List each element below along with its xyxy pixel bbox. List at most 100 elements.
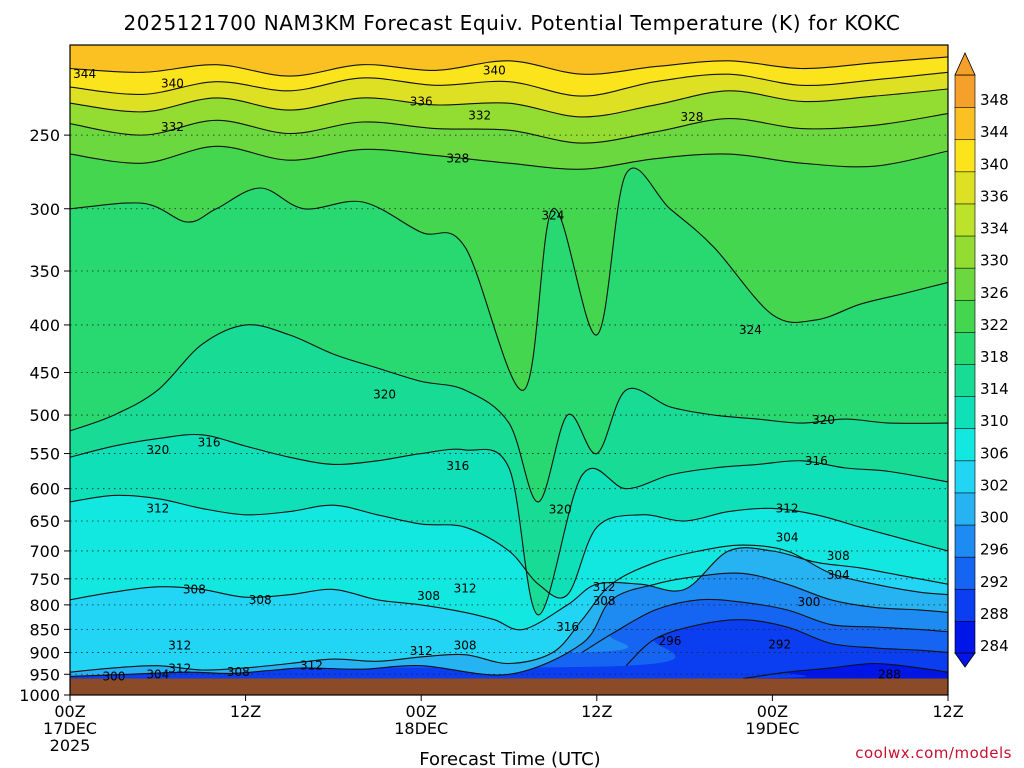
colorbar-swatch bbox=[954, 620, 976, 654]
contour-label: 312 bbox=[146, 501, 169, 515]
colorbar-label: 344 bbox=[980, 123, 1009, 141]
colorbar-swatch bbox=[954, 171, 976, 205]
x-tick-label: 12Z bbox=[932, 702, 963, 721]
y-tick-label: 1000 bbox=[19, 686, 60, 705]
colorbar-swatch bbox=[954, 363, 976, 397]
y-tick-label: 950 bbox=[29, 665, 60, 684]
colorbar-label: 314 bbox=[980, 380, 1009, 398]
colorbar-swatch bbox=[954, 556, 976, 590]
colorbar-swatch bbox=[954, 588, 976, 622]
contour-label: 320 bbox=[549, 503, 572, 517]
contour-label: 316 bbox=[446, 459, 469, 473]
colorbar-swatch bbox=[954, 395, 976, 430]
site-credit[interactable]: coolwx.com/models bbox=[855, 744, 1012, 762]
isotherm-336 bbox=[70, 88, 948, 118]
x-axis-label: Forecast Time (UTC) bbox=[419, 749, 600, 768]
colorbar-bottom-arrow bbox=[954, 652, 976, 668]
contour-label: 300 bbox=[102, 669, 125, 683]
y-tick-label: 850 bbox=[29, 620, 60, 639]
contour-label: 332 bbox=[161, 120, 184, 134]
contour-label: 332 bbox=[468, 108, 491, 122]
contour-label: 316 bbox=[556, 620, 579, 634]
contour-label: 316 bbox=[198, 435, 221, 449]
contour-label: 300 bbox=[798, 595, 821, 609]
isotherm-308 bbox=[70, 547, 948, 631]
x-tick-label: 17DEC bbox=[43, 719, 97, 738]
chart-title: 2025121700 NAM3KM Forecast Equiv. Potent… bbox=[123, 11, 900, 35]
contour-label: 312 bbox=[593, 580, 616, 594]
colorbar-swatch bbox=[954, 267, 976, 301]
contour-label: 316 bbox=[805, 454, 828, 468]
y-tick-label: 450 bbox=[29, 364, 60, 383]
contour-label: 340 bbox=[483, 63, 506, 77]
y-tick-label: 550 bbox=[29, 445, 60, 464]
y-tick-label: 250 bbox=[29, 126, 60, 145]
contour-label: 308 bbox=[593, 594, 616, 608]
isotherm-340 bbox=[70, 71, 948, 97]
contour-label: 312 bbox=[410, 644, 433, 658]
isotherm-344 bbox=[70, 56, 948, 77]
y-tick-label: 650 bbox=[29, 512, 60, 531]
isotherm-328 bbox=[70, 145, 948, 170]
colorbar-swatch bbox=[954, 106, 976, 141]
isotherm-316 bbox=[70, 433, 948, 616]
contour-label: 336 bbox=[410, 94, 433, 108]
contour-label: 320 bbox=[146, 443, 169, 457]
plot-area: 344 340 340 336 332 332 328 328 324 324 320 320 320 3… bbox=[69, 44, 949, 696]
isotherm-320 bbox=[70, 324, 948, 503]
colorbar-label: 300 bbox=[980, 509, 1009, 527]
contour-label: 320 bbox=[812, 413, 835, 427]
colorbar-swatch bbox=[954, 331, 976, 365]
contour-label: 328 bbox=[680, 110, 703, 124]
contour-label: 308 bbox=[227, 665, 250, 679]
contour-label: 304 bbox=[776, 530, 799, 544]
y-tick-label: 700 bbox=[29, 542, 60, 561]
isotherm-296 bbox=[581, 598, 948, 653]
contour-label: 324 bbox=[541, 208, 564, 222]
y-tick-label: 750 bbox=[29, 570, 60, 589]
colorbar-swatch bbox=[954, 460, 976, 494]
axes: 250 300 350 400 450 500 550 600 650 700 750 800 850 9… bbox=[19, 126, 963, 755]
isotherm-324 bbox=[70, 167, 948, 391]
contour-label: 308 bbox=[454, 639, 477, 653]
colorbar-swatch bbox=[954, 74, 976, 108]
contour-label: 312 bbox=[168, 662, 191, 676]
colorbar-swatch bbox=[954, 235, 976, 269]
y-tick-label: 400 bbox=[29, 316, 60, 335]
isotherm-332 bbox=[70, 113, 948, 144]
isotherm-292 bbox=[625, 619, 948, 667]
isotherm-300 bbox=[70, 572, 948, 677]
contour-label: 304 bbox=[827, 568, 850, 582]
y-tick-label: 500 bbox=[29, 406, 60, 425]
contour-label: 288 bbox=[878, 667, 901, 681]
x-tick-label: 00Z bbox=[406, 702, 437, 721]
contour-label: 304 bbox=[146, 667, 169, 681]
contour-label: 320 bbox=[373, 387, 396, 401]
colorbar-label: 348 bbox=[980, 91, 1009, 109]
colorbar-label: 334 bbox=[980, 220, 1009, 238]
colorbar-label: 284 bbox=[980, 637, 1009, 655]
colorbar-label: 292 bbox=[980, 573, 1009, 591]
colorbar-swatch bbox=[954, 427, 976, 462]
x-tick-label: 2025 bbox=[50, 736, 91, 755]
colorbar-label: 330 bbox=[980, 252, 1009, 270]
plot-frame bbox=[69, 44, 949, 696]
colorbar-swatch bbox=[954, 492, 976, 526]
colorbar-top-arrow bbox=[954, 52, 976, 76]
x-tick-label: 00Z bbox=[757, 702, 788, 721]
x-tick-label: 19DEC bbox=[745, 719, 799, 738]
y-tick-label: 600 bbox=[29, 480, 60, 499]
contour-label: 344 bbox=[73, 67, 96, 81]
colorbar-label: 288 bbox=[980, 605, 1009, 623]
colorbar-label: 302 bbox=[980, 476, 1009, 494]
isotherm-304 bbox=[70, 544, 948, 673]
colorbar-swatch bbox=[954, 138, 976, 173]
y-tick-label: 900 bbox=[29, 643, 60, 662]
contour-label: 308 bbox=[827, 549, 850, 563]
contour-label: 328 bbox=[446, 152, 469, 166]
colorbar-label: 310 bbox=[980, 412, 1009, 430]
x-tick-label: 12Z bbox=[581, 702, 612, 721]
colorbar-label: 296 bbox=[980, 541, 1009, 559]
y-tick-label: 350 bbox=[29, 262, 60, 281]
